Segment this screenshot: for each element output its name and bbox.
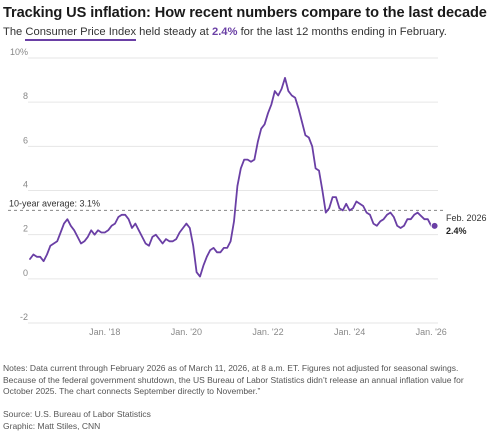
chart-notes: Notes: Data current through February 202… — [3, 363, 464, 396]
latest-point-marker — [430, 221, 439, 230]
x-tick-label: Jan. '20 — [171, 327, 202, 337]
latest-value-label: 2.4% — [446, 226, 467, 236]
source-line: Source: U.S. Bureau of Labor Statistics — [3, 409, 151, 419]
y-tick-label: 6 — [23, 135, 28, 145]
graphic-credit: Graphic: Matt Stiles, CNN — [3, 420, 101, 431]
x-tick-label: Jan. '18 — [89, 327, 120, 337]
subtitle-value: 2.4% — [211, 26, 238, 38]
y-tick-label: 4 — [23, 180, 28, 190]
subtitle-suffix: for the last 12 months ending in Februar… — [237, 26, 447, 38]
x-tick-label: Jan. '22 — [252, 327, 283, 337]
latest-date-label: Feb. 2026 — [446, 213, 487, 223]
chart-source: Source: U.S. Bureau of Labor Statistics … — [3, 409, 151, 432]
x-tick-label: Jan. '26 — [416, 327, 447, 337]
page-title: Tracking US inflation: How recent number… — [3, 5, 487, 21]
y-tick-label: 0 — [23, 268, 28, 278]
cpi-series-line — [29, 77, 436, 278]
subtitle-middle: held steady at — [136, 26, 212, 38]
y-tick-label: 10% — [10, 48, 28, 57]
average-line-label: 10-year average: 3.1% — [9, 198, 100, 208]
subtitle-highlight: Consumer Price Index — [25, 26, 137, 41]
cpi-line-chart: -2 0 2 4 6 8 10% Jan. '18 Jan. '20 Jan. '22 Jan. '… — [8, 48, 487, 337]
x-tick-label: Jan. '24 — [334, 327, 365, 337]
subtitle-prefix: The — [3, 26, 26, 38]
y-tick-label: -2 — [20, 312, 28, 322]
subtitle: The Consumer Price Index held steady at … — [3, 26, 447, 41]
y-tick-label: 2 — [23, 224, 28, 234]
y-tick-label: 8 — [23, 91, 28, 101]
